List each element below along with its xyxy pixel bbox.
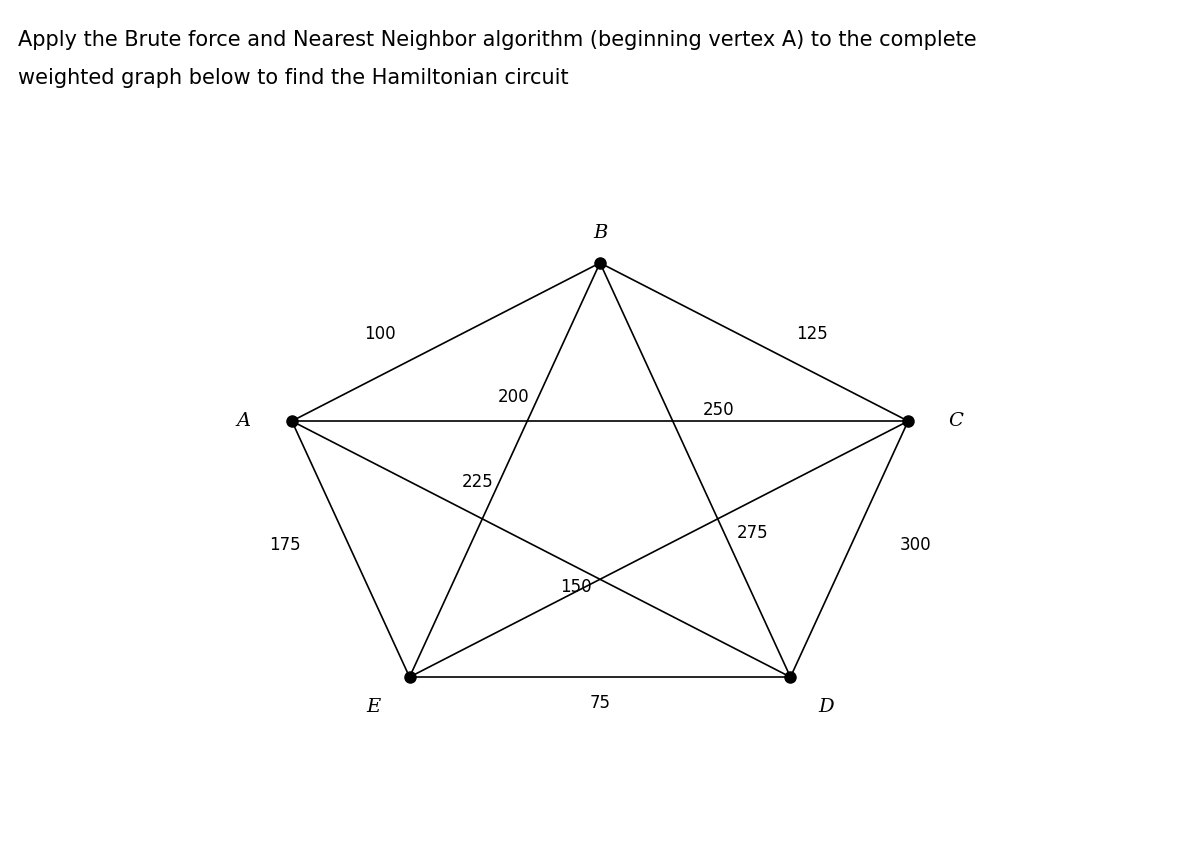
Text: A: A (236, 412, 251, 430)
Text: 250: 250 (702, 401, 734, 419)
Text: E: E (366, 698, 380, 716)
Text: Apply the Brute force and Nearest Neighbor algorithm (beginning vertex A) to the: Apply the Brute force and Nearest Neighb… (18, 30, 977, 50)
Text: 150: 150 (560, 578, 592, 596)
Text: 275: 275 (737, 524, 768, 542)
Text: weighted graph below to find the Hamiltonian circuit: weighted graph below to find the Hamilto… (18, 68, 569, 88)
Text: C: C (949, 412, 964, 430)
Text: 75: 75 (589, 694, 611, 711)
Text: 100: 100 (364, 325, 396, 343)
Text: 200: 200 (498, 388, 529, 406)
Text: 175: 175 (269, 536, 300, 554)
Text: D: D (818, 698, 834, 716)
Text: 125: 125 (796, 325, 828, 343)
Text: 300: 300 (900, 536, 931, 554)
Text: B: B (593, 224, 607, 243)
Text: 225: 225 (462, 473, 493, 491)
